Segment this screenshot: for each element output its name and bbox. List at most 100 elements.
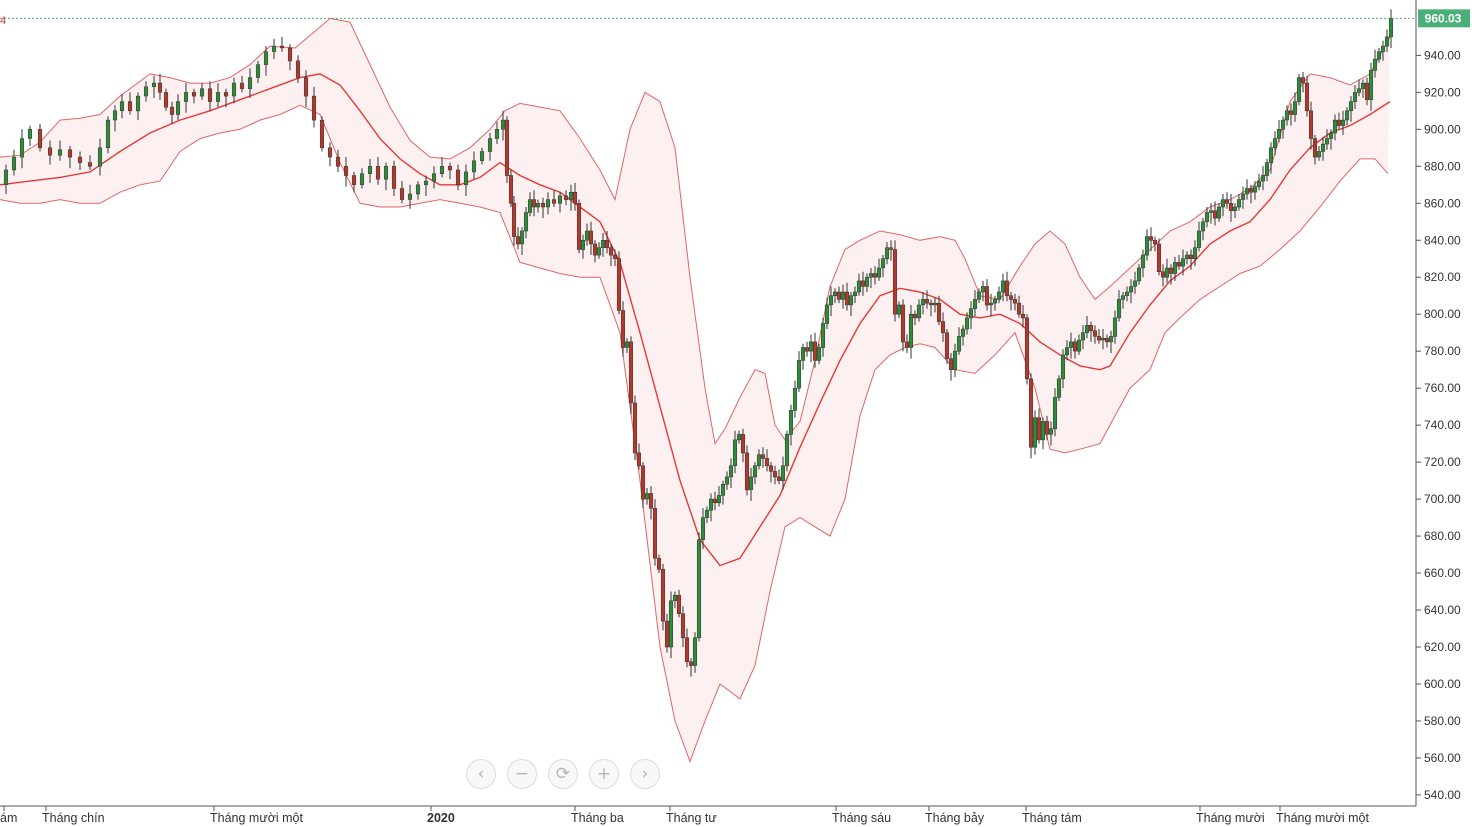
candle <box>487 133 493 161</box>
candle <box>1296 73 1302 106</box>
candle <box>852 286 858 304</box>
candle <box>732 430 738 474</box>
candle <box>271 38 277 60</box>
candle <box>231 77 237 104</box>
candle <box>1024 314 1030 385</box>
candle <box>896 301 902 318</box>
candle <box>1192 240 1198 267</box>
candle <box>1212 201 1218 226</box>
candle <box>367 158 373 183</box>
candle <box>992 295 998 311</box>
candle <box>608 244 614 267</box>
candle <box>3 164 9 194</box>
candle <box>47 140 53 165</box>
candle <box>1348 96 1354 122</box>
chevron-right-icon: › <box>641 764 649 784</box>
candle <box>295 55 301 84</box>
candle <box>515 227 521 250</box>
candle <box>37 123 43 152</box>
candle <box>704 506 710 524</box>
candle <box>1108 330 1114 353</box>
candle <box>223 88 229 108</box>
candle <box>447 162 453 180</box>
candle <box>1224 192 1230 209</box>
candle <box>1288 103 1294 126</box>
y-tick-label: 820.00 <box>1424 270 1461 284</box>
candle <box>580 234 586 259</box>
y-tick-label: 780.00 <box>1424 344 1461 358</box>
x-tick-label: 2020 <box>427 811 455 825</box>
candle <box>1120 292 1126 309</box>
candle <box>1100 329 1106 350</box>
candle <box>279 36 285 52</box>
candle <box>335 149 341 172</box>
candle <box>652 499 658 566</box>
candle <box>327 142 333 167</box>
candle <box>868 268 874 289</box>
candle <box>672 591 678 609</box>
candle <box>988 293 994 317</box>
candle <box>876 258 882 281</box>
candle <box>844 282 850 311</box>
candle <box>545 192 551 215</box>
band-mid-line <box>0 73 1391 567</box>
candle <box>996 286 1002 304</box>
candle <box>1244 179 1250 200</box>
candle <box>572 182 578 211</box>
candle <box>1188 249 1194 270</box>
candle <box>1156 238 1162 276</box>
candle <box>1116 290 1122 322</box>
candle <box>1064 340 1070 361</box>
candle <box>151 75 157 98</box>
candle <box>832 288 838 304</box>
candle <box>768 462 774 483</box>
y-tick-label: 700.00 <box>1424 492 1461 506</box>
candle <box>692 632 698 673</box>
x-tick-label: Tháng mười <box>1196 811 1265 825</box>
candle <box>1176 255 1182 270</box>
candle <box>836 286 842 304</box>
scroll-right-button[interactable]: › <box>630 759 660 789</box>
candle <box>756 449 762 470</box>
candle <box>97 138 103 176</box>
candle <box>105 116 111 154</box>
y-tick-label: 940.00 <box>1424 48 1461 62</box>
candle <box>423 175 429 196</box>
candle <box>748 467 754 501</box>
candle <box>527 192 533 217</box>
candle <box>1204 207 1210 228</box>
candle <box>1248 184 1254 204</box>
candle <box>568 184 574 211</box>
candle <box>1272 131 1278 156</box>
candle <box>696 532 702 642</box>
zoom-out-button[interactable]: − <box>507 759 537 789</box>
candle <box>744 445 750 496</box>
candle <box>920 292 926 315</box>
candle <box>1144 229 1150 261</box>
zoom-in-button[interactable]: + <box>589 759 619 789</box>
y-tick-label: 720.00 <box>1424 455 1461 469</box>
y-tick-label: 920.00 <box>1424 85 1461 99</box>
candle <box>596 242 602 259</box>
candle <box>439 157 445 178</box>
candle <box>531 190 537 217</box>
candle <box>636 443 642 470</box>
candle <box>792 380 798 418</box>
candle <box>1084 316 1090 339</box>
scroll-left-button[interactable]: ‹ <box>466 759 496 789</box>
candle <box>1132 271 1138 294</box>
candle <box>1076 334 1082 355</box>
reset-button[interactable]: ⟳ <box>548 759 578 789</box>
candle <box>1228 194 1234 222</box>
candle <box>1020 305 1026 328</box>
candle <box>1332 114 1338 141</box>
candle <box>57 140 63 161</box>
candle <box>752 462 758 485</box>
candle <box>816 343 822 365</box>
candle <box>780 456 786 490</box>
candle <box>1092 325 1098 344</box>
candle <box>648 486 654 520</box>
candle <box>1372 49 1378 78</box>
candle <box>1004 271 1010 302</box>
